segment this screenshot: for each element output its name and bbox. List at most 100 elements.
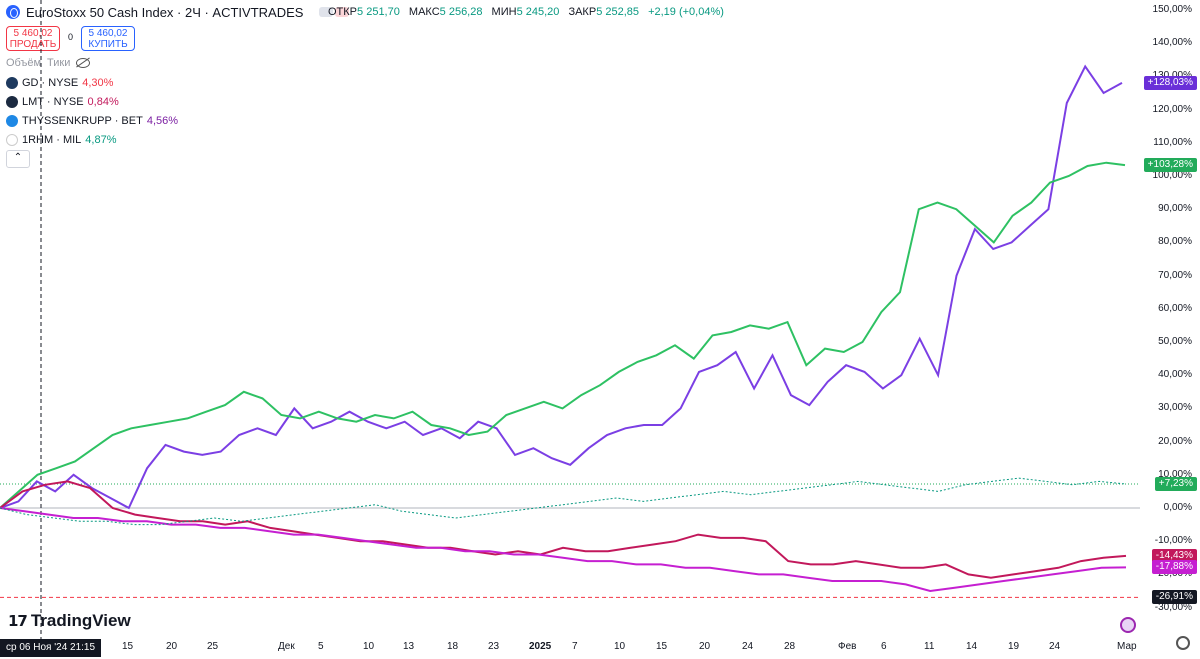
legend-item-thyssenkrupp[interactable]: THYSSENKRUPP · BET 4,56%: [6, 115, 178, 127]
time-axis-label: 23: [488, 641, 500, 652]
time-axis-label: 19: [1008, 641, 1020, 652]
open-value: 5 251,70: [357, 6, 400, 18]
price-axis-label: 10,00%: [1158, 468, 1192, 480]
time-axis-label: Дек: [278, 641, 295, 652]
price-axis-label: 100,00%: [1152, 170, 1192, 181]
sell-price: 5 460,02: [13, 28, 53, 39]
price-axis-label: 150,00%: [1152, 4, 1192, 15]
price-axis-label: 40,00%: [1158, 369, 1192, 381]
rhm-logo-icon: [6, 134, 18, 146]
last-value-badge: +128,03%: [1143, 75, 1197, 90]
price-axis-label: 80,00%: [1158, 236, 1192, 248]
ohlc-values: ОТКР5 251,70 МАКС5 256,28 МИН5 245,20 ЗА…: [328, 6, 730, 18]
time-axis-label: 11: [924, 641, 935, 652]
low-value: 5 245,20: [516, 6, 560, 18]
last-value-badge: +103,28%: [1143, 158, 1197, 173]
high-value: 5 256,28: [439, 6, 483, 18]
market-status-icon[interactable]: [319, 7, 350, 17]
legend-percent: 4,56%: [146, 115, 179, 127]
last-value-badge: -14,43%: [1151, 548, 1197, 563]
low-label: МИН: [491, 6, 517, 18]
tradingview-logo[interactable]: 𝟭𝟳 TradingView: [8, 611, 131, 631]
last-value-badge: +7,23%: [1154, 476, 1197, 491]
time-axis-label: 25: [207, 641, 219, 652]
lmt-logo-icon: [6, 96, 18, 108]
legend-percent: 0,84%: [87, 96, 119, 108]
sell-button[interactable]: 5 460,02 ПРОДАТЬ: [6, 26, 60, 51]
price-axis-label: 60,00%: [1158, 302, 1192, 314]
price-axis-label: 120,00%: [1152, 103, 1192, 115]
volume-toggle[interactable]: Объём: [6, 57, 42, 69]
price-axis-label: 130,00%: [1153, 70, 1192, 81]
series-line-0: [0, 64, 1123, 510]
time-axis-label: Фев: [838, 641, 857, 652]
time-axis-label: 24: [742, 641, 754, 652]
time-axis-label: 2025: [529, 641, 552, 652]
time-axis-label: 14: [966, 641, 978, 652]
sell-label: ПРОДАТЬ: [9, 39, 57, 50]
price-axis-label: 30,00%: [1158, 402, 1192, 414]
close-label: ЗАКР: [568, 6, 597, 18]
indicator-toggles: Объём Тики: [6, 57, 91, 69]
price-axis-label: 110,00%: [1153, 136, 1192, 148]
time-axis-label: 7: [572, 641, 578, 652]
buy-button[interactable]: 5 460,02 КУПИТЬ: [81, 26, 135, 51]
symbol-logo-icon: [6, 5, 20, 19]
time-axis-label: 24: [1049, 641, 1061, 652]
price-axis-label: -30,00%: [1154, 601, 1192, 613]
chart-header: EuroStoxx 50 Cash Index · 2Ч · ACTIVTRAD…: [6, 3, 350, 21]
series-line-2: [0, 480, 1127, 579]
legend-item-gd[interactable]: GD · NYSE 4,30%: [6, 77, 113, 89]
price-axis-label: 140,00%: [1152, 37, 1192, 49]
collapse-legend-button[interactable]: ⌃: [6, 150, 30, 168]
time-axis-label: 28: [784, 641, 796, 652]
time-axis-label: 10: [363, 641, 375, 652]
gd-logo-icon: [6, 77, 18, 89]
price-axis-label: 50,00%: [1158, 336, 1192, 347]
legend-symbol: LMT · NYSE: [22, 96, 84, 108]
price-axis-label: -10,00%: [1154, 535, 1192, 547]
series-line-4: [0, 477, 1127, 526]
legend-item-1rhm[interactable]: 1RHM · MIL 4,87%: [6, 134, 116, 146]
time-axis-label: 5: [318, 641, 324, 652]
price-axis-label: 70,00%: [1158, 269, 1192, 281]
time-axis-label: 20: [699, 641, 711, 652]
legend-symbol: THYSSENKRUPP · BET: [22, 115, 143, 127]
time-axis-label: 15: [656, 641, 668, 652]
brand-name: TradingView: [30, 611, 131, 630]
crosshair-time-label: ср 06 Ноя '24 21:15: [0, 639, 102, 657]
hide-eye-icon[interactable]: [76, 58, 91, 68]
ticks-toggle[interactable]: Тики: [47, 57, 71, 69]
symbol-title[interactable]: EuroStoxx 50 Cash Index · 2Ч · ACTIVTRAD…: [26, 4, 304, 20]
buy-price: 5 460,02: [88, 28, 128, 39]
legend-symbol: 1RHM · MIL: [22, 134, 82, 146]
thyssenkrupp-logo-icon: [6, 115, 18, 127]
legend-percent: 4,87%: [85, 134, 117, 146]
last-value-badge: -17,88%: [1151, 560, 1197, 575]
time-axis-label: 13: [403, 641, 415, 652]
series-line-3: [0, 507, 1127, 593]
legend-symbol: GD · NYSE: [22, 77, 79, 89]
last-value-badge: -26,91%: [1151, 590, 1197, 605]
compare-symbol-icon[interactable]: [1120, 617, 1136, 633]
spread-value: 0: [68, 32, 74, 42]
legend-item-lmt[interactable]: LMT · NYSE 0,84%: [6, 96, 119, 108]
time-axis-label: 20: [166, 641, 178, 652]
buy-label: КУПИТЬ: [88, 39, 128, 50]
high-label: МАКС: [408, 6, 440, 18]
open-label: ОТКР: [328, 6, 358, 18]
change-value: +2,19 (+0,04%): [648, 6, 724, 18]
legend-percent: 4,30%: [82, 77, 114, 89]
close-value: 5 252,85: [596, 6, 640, 18]
time-axis-label: 10: [614, 641, 626, 652]
price-axis-label: 90,00%: [1158, 203, 1192, 215]
price-axis-label: 0,00%: [1163, 502, 1192, 513]
time-axis-label: 6: [881, 641, 887, 652]
time-axis-label: 15: [122, 641, 134, 652]
time-axis-label: Мар: [1117, 641, 1137, 652]
settings-gear-icon[interactable]: [1176, 636, 1190, 650]
series-line-1: [0, 161, 1126, 509]
time-axis-label: 18: [447, 641, 459, 652]
tradingview-mark-icon: 𝟭𝟳: [8, 613, 28, 630]
